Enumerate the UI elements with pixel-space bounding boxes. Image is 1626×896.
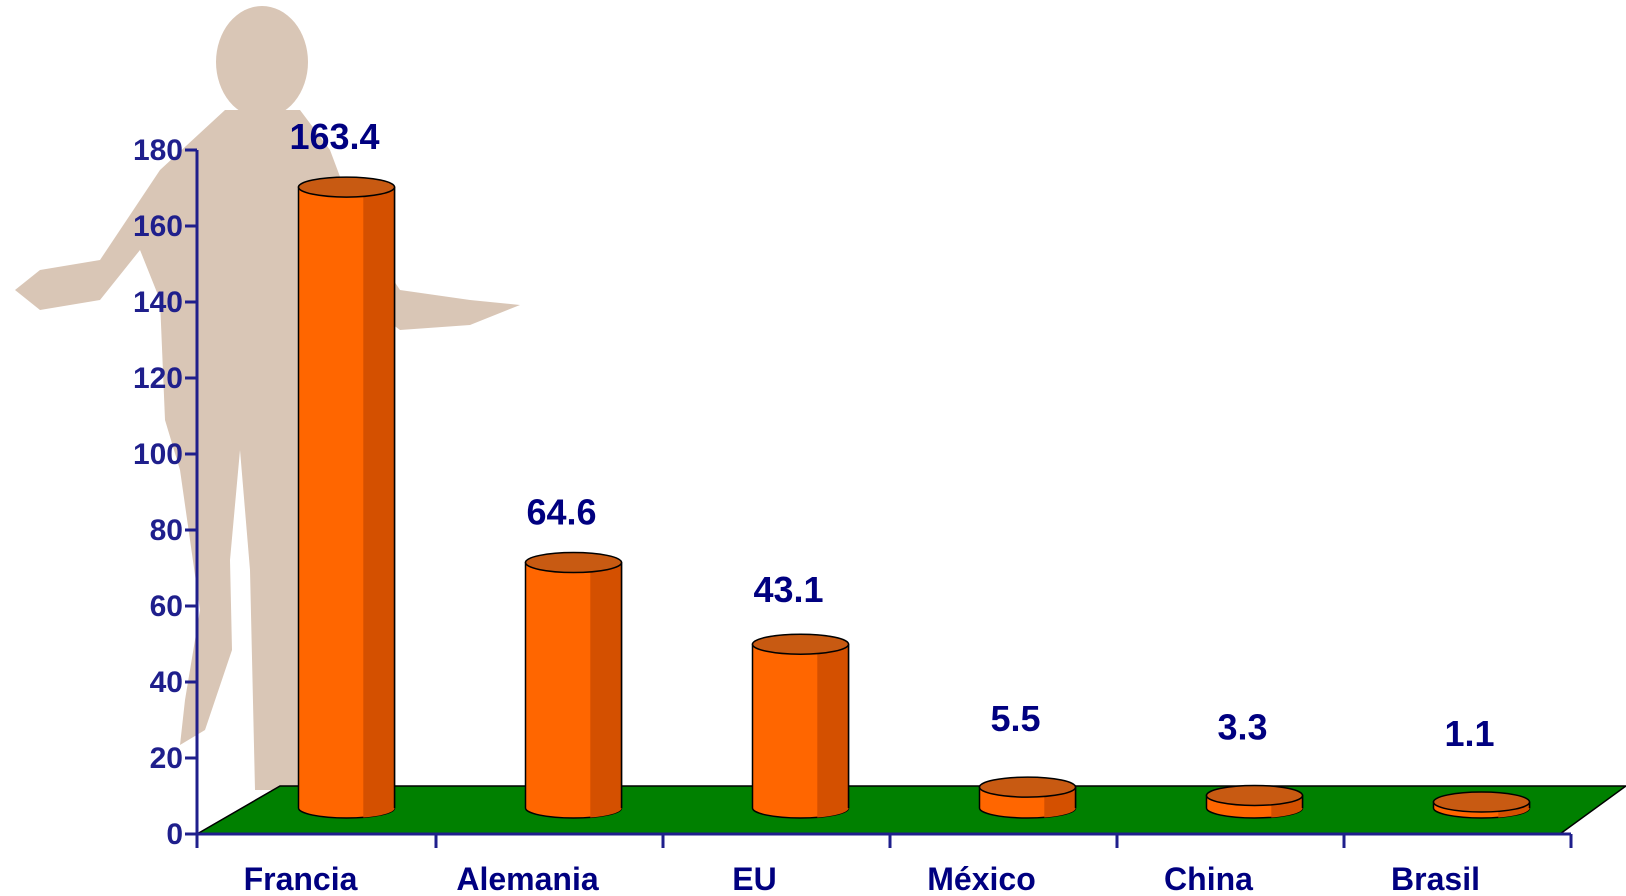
bar-top xyxy=(978,776,1077,798)
data-label: 64.6 xyxy=(526,492,596,533)
bars xyxy=(297,176,1531,819)
bar xyxy=(1205,784,1304,819)
bar xyxy=(751,633,850,819)
y-tick-label: 60 xyxy=(150,590,183,623)
y-tick-label: 100 xyxy=(133,438,183,471)
bar-shade xyxy=(590,562,622,818)
x-tick-label: Francia xyxy=(244,861,358,896)
data-label: 3.3 xyxy=(1217,706,1267,747)
x-tick-label: Brasil xyxy=(1391,861,1480,896)
bar-top xyxy=(1205,784,1304,807)
data-label: 163.4 xyxy=(289,116,379,157)
y-tick-label: 180 xyxy=(133,134,183,167)
bar xyxy=(524,551,623,819)
y-tick-label: 20 xyxy=(150,742,183,775)
x-tick-label: México xyxy=(927,861,1035,896)
x-axis: Francia Alemania EU México China Brasil xyxy=(195,832,1573,896)
bar xyxy=(297,176,396,819)
y-tick-label: 120 xyxy=(133,362,183,395)
person-silhouette-background xyxy=(15,6,520,790)
bar-top xyxy=(1432,791,1531,813)
y-axis: 0 20 40 60 80 100 120 140 160 180 xyxy=(133,134,199,851)
x-tick-label: Alemania xyxy=(456,861,598,896)
bar-shade xyxy=(817,644,849,818)
bar-top xyxy=(524,551,623,574)
chart-floor xyxy=(194,785,1626,835)
data-labels: 163.4 64.6 43.1 5.5 3.3 1.1 xyxy=(289,116,1494,754)
bar xyxy=(1432,791,1531,819)
bar-shade xyxy=(363,187,395,818)
bar-top xyxy=(297,176,396,198)
bar xyxy=(978,776,1077,819)
y-tick-label: 80 xyxy=(150,514,183,547)
data-label: 5.5 xyxy=(990,698,1040,739)
y-tick-label: 40 xyxy=(150,666,183,699)
y-tick-label: 140 xyxy=(133,286,183,319)
x-tick-label: China xyxy=(1164,861,1253,896)
bar-top xyxy=(751,633,850,655)
y-tick-label: 0 xyxy=(166,818,183,851)
data-label: 1.1 xyxy=(1444,713,1494,754)
y-tick-label: 160 xyxy=(133,210,183,243)
x-tick-label: EU xyxy=(732,861,776,896)
data-label: 43.1 xyxy=(753,569,823,610)
